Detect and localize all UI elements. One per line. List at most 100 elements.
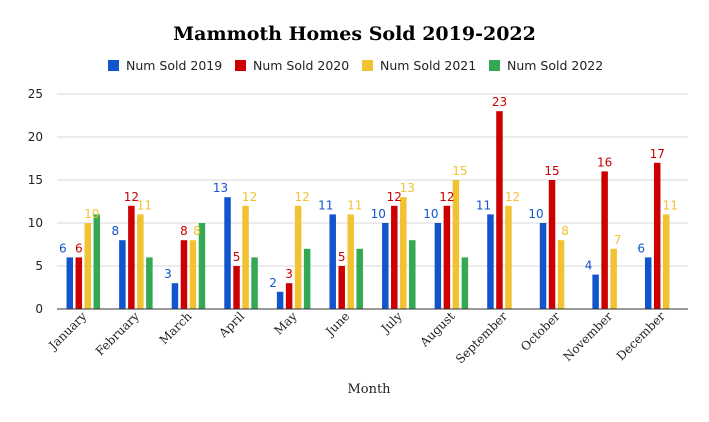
legend-swatch-num-sold-2020 — [235, 60, 246, 71]
x-tick-label-february: February — [93, 309, 142, 358]
data-label-num-sold-2021-march: 8 — [193, 224, 201, 238]
y-tick-label: 10 — [28, 216, 43, 230]
data-label-num-sold-2019-june: 11 — [318, 198, 333, 212]
bar-num-sold-2021-september — [505, 206, 512, 309]
legend-swatch-num-sold-2019 — [108, 60, 119, 71]
legend-label-num-sold-2022: Num Sold 2022 — [507, 58, 603, 73]
bar-num-sold-2020-september — [496, 111, 503, 309]
data-label-num-sold-2021-september: 12 — [505, 190, 520, 204]
bar-num-sold-2019-july — [382, 223, 389, 309]
x-tick-label-june: June — [322, 309, 353, 340]
y-axis-ticks: 0 5 10 15 20 25 — [28, 87, 43, 316]
bar-num-sold-2021-may — [295, 206, 302, 309]
data-label-num-sold-2021-february: 11 — [137, 198, 152, 212]
data-label-num-sold-2020-april: 5 — [233, 250, 241, 264]
data-label-num-sold-2019-february: 8 — [112, 224, 120, 238]
bar-num-sold-2020-december — [654, 163, 661, 309]
bars — [67, 111, 670, 309]
bar-num-sold-2020-march — [181, 240, 188, 309]
x-tick-label-september: September — [453, 309, 510, 366]
y-tick-label: 20 — [28, 130, 43, 144]
data-label-num-sold-2020-may: 3 — [285, 267, 293, 281]
data-label-num-sold-2019-may: 2 — [269, 276, 277, 290]
data-label-num-sold-2021-december: 11 — [663, 198, 678, 212]
x-axis-title: Month — [347, 382, 391, 397]
bar-num-sold-2022-august — [462, 257, 469, 309]
bar-num-sold-2019-april — [224, 197, 231, 309]
bar-num-sold-2019-february — [119, 240, 126, 309]
bar-num-sold-2021-october — [558, 240, 565, 309]
bar-num-sold-2021-march — [190, 240, 197, 309]
bar-num-sold-2022-april — [251, 257, 258, 309]
bar-num-sold-2020-july — [391, 206, 398, 309]
y-tick-label: 15 — [28, 173, 43, 187]
data-label-num-sold-2019-august: 10 — [423, 207, 438, 221]
bar-num-sold-2021-january — [85, 223, 92, 309]
data-label-num-sold-2019-september: 11 — [476, 198, 491, 212]
bar-num-sold-2022-june — [356, 249, 363, 309]
data-label-num-sold-2020-january: 6 — [75, 241, 83, 255]
bar-num-sold-2019-march — [172, 283, 179, 309]
data-label-num-sold-2019-october: 10 — [528, 207, 543, 221]
bar-num-sold-2019-january — [67, 257, 74, 309]
bar-num-sold-2020-august — [444, 206, 451, 309]
bar-num-sold-2020-february — [128, 206, 135, 309]
legend-label-num-sold-2021: Num Sold 2021 — [380, 58, 476, 73]
x-tick-label-april: April — [216, 309, 248, 341]
legend-label-num-sold-2020: Num Sold 2020 — [253, 58, 349, 73]
data-label-num-sold-2020-october: 15 — [544, 164, 559, 178]
x-tick-label-december: December — [614, 309, 668, 363]
bar-num-sold-2022-may — [304, 249, 311, 309]
data-label-num-sold-2020-november: 16 — [597, 155, 612, 169]
x-axis-ticks: January February March April May June July Augu… — [45, 309, 668, 366]
x-tick-label-july: July — [377, 309, 405, 337]
bar-num-sold-2021-april — [242, 206, 249, 309]
chart-container: Mammoth Homes Sold 2019-2022 Num Sold 20… — [0, 0, 709, 417]
bar-num-sold-2019-december — [645, 257, 652, 309]
x-tick-label-january: January — [45, 309, 90, 354]
bar-num-sold-2019-november — [592, 275, 599, 309]
bar-num-sold-2022-february — [146, 257, 153, 309]
bar-num-sold-2019-september — [487, 214, 494, 309]
bar-num-sold-2020-april — [233, 266, 240, 309]
bar-num-sold-2022-july — [409, 240, 416, 309]
data-label-num-sold-2021-may: 12 — [294, 190, 309, 204]
data-label-num-sold-2020-september: 23 — [492, 95, 507, 109]
x-tick-label-october: October — [518, 309, 563, 354]
gridlines — [57, 94, 688, 266]
data-label-num-sold-2021-april: 12 — [242, 190, 257, 204]
y-tick-label: 0 — [35, 302, 43, 316]
legend-label-num-sold-2019: Num Sold 2019 — [126, 58, 222, 73]
legend-swatch-num-sold-2021 — [362, 60, 373, 71]
bar-num-sold-2020-june — [338, 266, 345, 309]
legend-swatch-num-sold-2022 — [489, 60, 500, 71]
bar-chart: Mammoth Homes Sold 2019-2022 Num Sold 20… — [0, 0, 709, 417]
bar-num-sold-2021-february — [137, 214, 144, 309]
bar-num-sold-2022-january — [94, 214, 101, 309]
data-label-num-sold-2019-april: 13 — [213, 181, 228, 195]
bar-num-sold-2021-june — [347, 214, 354, 309]
data-label-num-sold-2019-july: 10 — [371, 207, 386, 221]
x-tick-label-august: August — [417, 309, 458, 350]
data-label-num-sold-2021-january: 10 — [84, 207, 99, 221]
bar-num-sold-2020-november — [601, 171, 608, 309]
bar-num-sold-2021-december — [663, 214, 670, 309]
data-label-num-sold-2021-october: 8 — [561, 224, 569, 238]
bar-num-sold-2020-may — [286, 283, 293, 309]
bar-num-sold-2019-june — [329, 214, 336, 309]
data-label-num-sold-2019-november: 4 — [585, 259, 593, 273]
legend: Num Sold 2019 Num Sold 2020 Num Sold 2021 N… — [108, 58, 603, 73]
data-label-num-sold-2020-june: 5 — [338, 250, 346, 264]
data-label-num-sold-2021-july: 13 — [400, 181, 415, 195]
data-label-num-sold-2019-january: 6 — [59, 241, 67, 255]
chart-title: Mammoth Homes Sold 2019-2022 — [173, 23, 536, 45]
bar-num-sold-2019-may — [277, 292, 284, 309]
data-label-num-sold-2021-november: 7 — [614, 233, 622, 247]
bar-num-sold-2020-october — [549, 180, 556, 309]
x-tick-label-november: November — [560, 309, 615, 364]
y-tick-label: 5 — [35, 259, 43, 273]
data-label-num-sold-2021-june: 11 — [347, 198, 362, 212]
bar-num-sold-2019-august — [435, 223, 442, 309]
bar-num-sold-2021-november — [610, 249, 617, 309]
data-label-num-sold-2020-march: 8 — [180, 224, 188, 238]
